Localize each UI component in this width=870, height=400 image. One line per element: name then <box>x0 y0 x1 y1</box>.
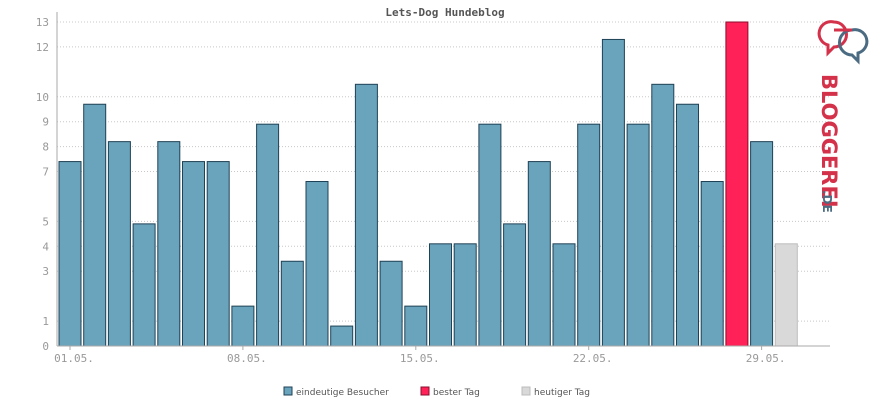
bar-21-05 <box>552 243 576 347</box>
bar-17-05 <box>453 243 477 347</box>
bar-27-05 <box>700 181 724 347</box>
bar-30-05 <box>774 243 798 347</box>
legend-label: eindeutige Besucher <box>296 388 389 398</box>
bar-18-05 <box>478 123 502 347</box>
legend-label: heutiger Tag <box>534 388 590 398</box>
legend-swatch <box>420 386 430 396</box>
brand-suffix: .DE <box>820 190 834 213</box>
bar-06-05 <box>182 161 205 347</box>
bar-02-05 <box>83 103 107 347</box>
bar-12-05 <box>330 325 354 347</box>
x-tick-label: 22.05. <box>573 352 613 365</box>
bar-15-05 <box>404 305 428 347</box>
bar-28-05 <box>725 21 749 347</box>
chart-title: Lets-Dog Hundeblog <box>385 6 504 19</box>
y-tick-label: 13 <box>36 16 49 29</box>
bar-23-05 <box>601 38 625 347</box>
bar-07-05 <box>206 161 230 347</box>
legend-swatch <box>521 386 531 396</box>
x-tick-label: 15.05. <box>400 352 440 365</box>
legend-item-today: heutiger Tag <box>521 386 590 398</box>
bar-03-05 <box>107 141 131 347</box>
legend-item-unique: eindeutige Besucher <box>283 386 389 398</box>
bar-26-05 <box>676 103 699 347</box>
bar-08-05 <box>231 305 255 347</box>
bar-10-05 <box>280 260 304 347</box>
legend-item-best: bester Tag <box>420 386 480 398</box>
bars <box>58 21 798 347</box>
bar-05-05 <box>157 141 181 347</box>
bar-29-05 <box>750 141 774 347</box>
bar-25-05 <box>651 83 675 347</box>
legend-label: bester Tag <box>433 388 480 398</box>
bar-24-05 <box>626 123 650 347</box>
bar-09-05 <box>256 123 280 347</box>
brand-name: BLOGGEREI <box>817 74 841 208</box>
y-tick-label: 0 <box>42 340 49 353</box>
y-tick-label: 9 <box>42 116 49 129</box>
axes <box>56 12 830 350</box>
y-tick-label: 8 <box>42 141 49 154</box>
legend: eindeutige Besucher bester Tag heutiger Ta… <box>283 386 590 398</box>
bar-01-05 <box>58 161 82 347</box>
y-tick-label: 4 <box>42 240 49 253</box>
bloggerei-logo: BLOGGEREI .DE <box>817 20 869 213</box>
y-tick-label: 12 <box>36 41 49 54</box>
bar-14-05 <box>379 260 403 347</box>
y-tick-label: 7 <box>42 166 49 179</box>
bar-20-05 <box>527 161 551 347</box>
bar-22-05 <box>577 123 601 347</box>
bar-11-05 <box>305 181 329 347</box>
y-tick-label: 1 <box>42 315 49 328</box>
bar-16-05 <box>429 243 452 347</box>
bar-04-05 <box>132 223 156 347</box>
x-tick-label: 08.05. <box>227 352 267 365</box>
y-tick-label: 5 <box>42 215 49 228</box>
y-tick-label: 10 <box>36 91 49 104</box>
x-tick-label: 29.05. <box>746 352 786 365</box>
bar-19-05 <box>503 223 527 347</box>
x-tick-labels: 01.05. 08.05. 15.05. 22.05. 29.05. <box>54 352 785 365</box>
y-tick-label: 3 <box>42 265 49 278</box>
x-tick-label: 01.05. <box>54 352 94 365</box>
bloggerei-logo-icon <box>817 20 869 65</box>
legend-swatch <box>283 386 293 396</box>
bar-13-05 <box>354 83 378 347</box>
